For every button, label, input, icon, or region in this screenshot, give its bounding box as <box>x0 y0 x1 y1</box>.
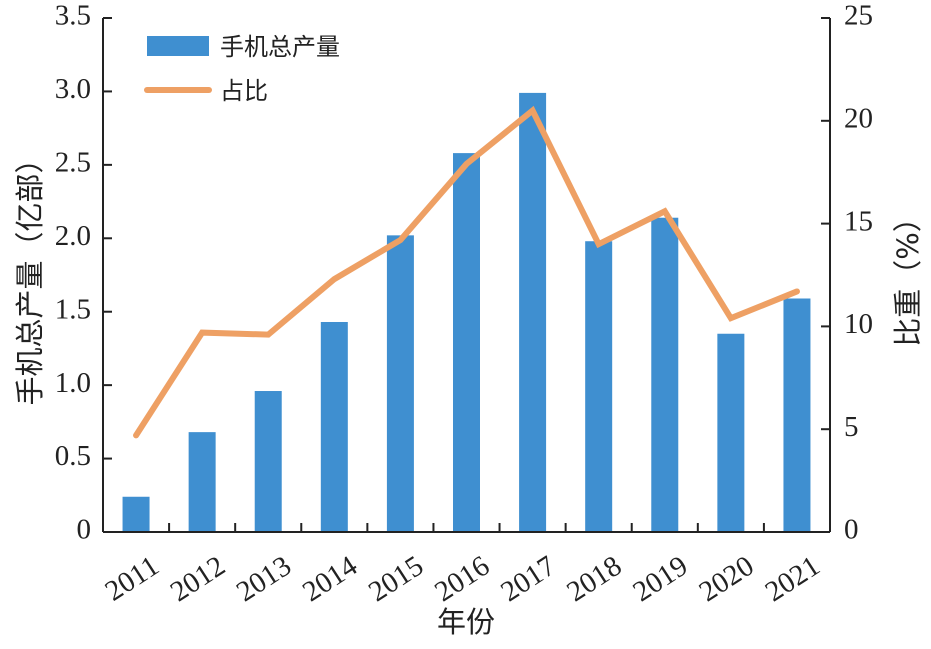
y-tick-label: 2.0 <box>55 220 91 252</box>
y2-tick-label: 25 <box>844 0 873 32</box>
y2-tick-label: 0 <box>844 514 859 546</box>
y-tick-label: 2.5 <box>55 147 91 179</box>
line-point-2013 <box>267 333 270 336</box>
legend-label-line: 占比 <box>220 77 268 105</box>
line-point-2018 <box>597 243 600 246</box>
y-tick-label: 3.0 <box>55 73 91 105</box>
x-tick-label: 2020 <box>693 550 759 608</box>
bar-2016 <box>453 153 480 532</box>
x-tick-label: 2019 <box>627 550 693 608</box>
legend: 手机总产量 占比 <box>144 33 340 105</box>
x-tick-label: 2011 <box>100 550 165 608</box>
y2-axis-title: 比重（%） <box>891 203 925 347</box>
bar-2014 <box>320 321 348 532</box>
line-point-2015 <box>399 239 402 242</box>
y-axis-title: 手机总产量（亿部） <box>13 144 47 405</box>
y2-tick-label: 5 <box>844 411 859 443</box>
bar-2017 <box>519 92 547 532</box>
line-point-2017 <box>531 109 534 112</box>
line-point-2014 <box>333 278 336 281</box>
bar-2021 <box>783 298 811 532</box>
y-tick-label: 1.0 <box>55 367 91 399</box>
x-tick-label: 2015 <box>363 550 429 608</box>
x-axis-title: 年份 <box>437 605 495 639</box>
y-tick-label: 1.5 <box>55 293 91 325</box>
line-point-2016 <box>465 162 468 165</box>
legend-label-bar: 手机总产量 <box>220 33 340 61</box>
x-tick-label: 2012 <box>165 550 231 608</box>
bar-2020 <box>717 333 745 532</box>
axes <box>102 17 831 533</box>
line-series <box>133 105 800 439</box>
line-point-2012 <box>201 331 204 334</box>
y2-tick-label: 15 <box>844 205 873 237</box>
bar-series <box>122 92 811 533</box>
x-tick-label: 2018 <box>561 550 627 608</box>
line-point-2020 <box>729 317 732 320</box>
y2-tick-label: 20 <box>844 102 873 134</box>
bar-2011 <box>122 496 150 532</box>
line-point-2011 <box>135 434 138 437</box>
x-tick-label: 2013 <box>231 550 297 608</box>
x-tick-label: 2016 <box>429 550 495 608</box>
y-tick-label: 3.5 <box>55 0 91 32</box>
bar-2018 <box>585 241 613 533</box>
bar-2015 <box>386 235 414 532</box>
y-tick-label: 0.5 <box>55 440 91 472</box>
bar-2012 <box>188 432 216 532</box>
x-tick-label: 2021 <box>760 550 826 608</box>
x-tick-label: 2014 <box>297 550 363 609</box>
bar-2013 <box>254 391 282 532</box>
legend-swatch-bar <box>147 36 209 56</box>
y-tick-label: 0 <box>77 514 92 546</box>
line-point-2019 <box>663 210 666 213</box>
bar-2019 <box>651 217 679 532</box>
line-point-2021 <box>795 290 798 293</box>
y2-tick-label: 10 <box>844 308 873 340</box>
x-tick-label: 2017 <box>495 550 561 608</box>
